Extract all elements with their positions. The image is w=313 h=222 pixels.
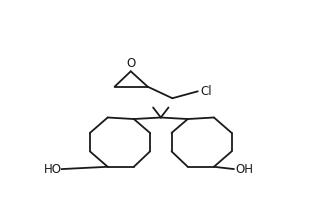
Text: HO: HO bbox=[44, 163, 62, 176]
Text: O: O bbox=[126, 57, 136, 70]
Text: OH: OH bbox=[235, 163, 254, 176]
Text: Cl: Cl bbox=[200, 85, 212, 98]
